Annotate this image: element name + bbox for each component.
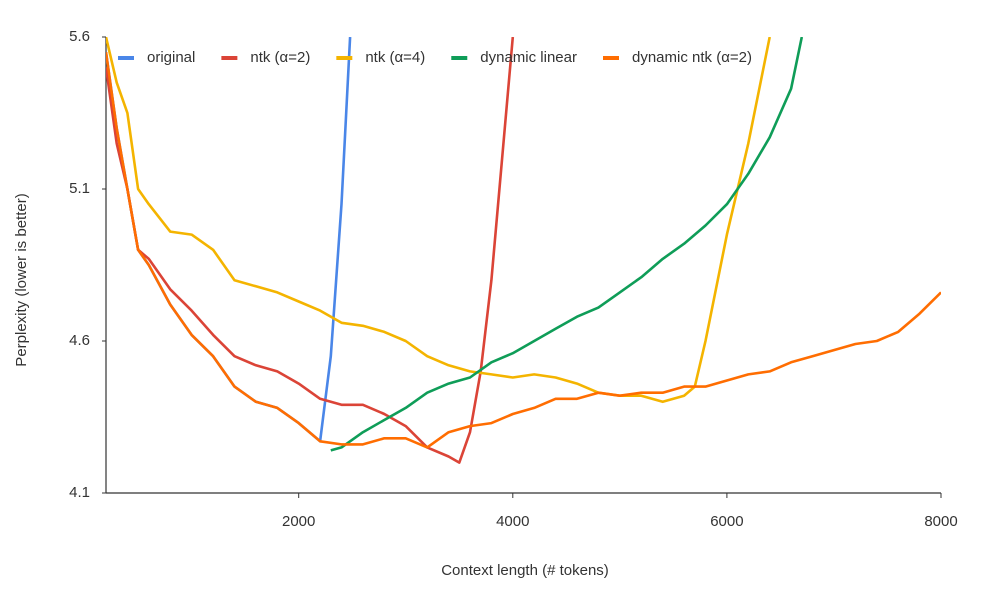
x-tick-label: 2000	[282, 513, 315, 530]
y-tick-label: 5.6	[69, 28, 90, 45]
x-axis-label: Context length (# tokens)	[441, 562, 609, 579]
series-line	[106, 37, 771, 404]
legend-label: ntk (α=2)	[250, 49, 310, 66]
plot-lines	[106, 37, 941, 464]
series-line	[106, 37, 352, 443]
y-tick-label: 4.1	[69, 484, 90, 501]
legend-label: dynamic linear	[480, 49, 577, 66]
legend-label: original	[147, 49, 195, 66]
x-tick-label: 4000	[496, 513, 529, 530]
y-tick-label: 4.6	[69, 332, 90, 349]
y-axis-label: Perplexity (lower is better)	[13, 193, 30, 366]
legend-label: dynamic ntk (α=2)	[632, 49, 752, 66]
series-line	[106, 52, 941, 449]
x-tick-label: 8000	[924, 513, 957, 530]
y-tick-label: 5.1	[69, 180, 90, 197]
x-tick-label: 6000	[710, 513, 743, 530]
series-line	[106, 37, 515, 464]
legend-label: ntk (α=4)	[365, 49, 425, 66]
series-line	[330, 37, 804, 452]
